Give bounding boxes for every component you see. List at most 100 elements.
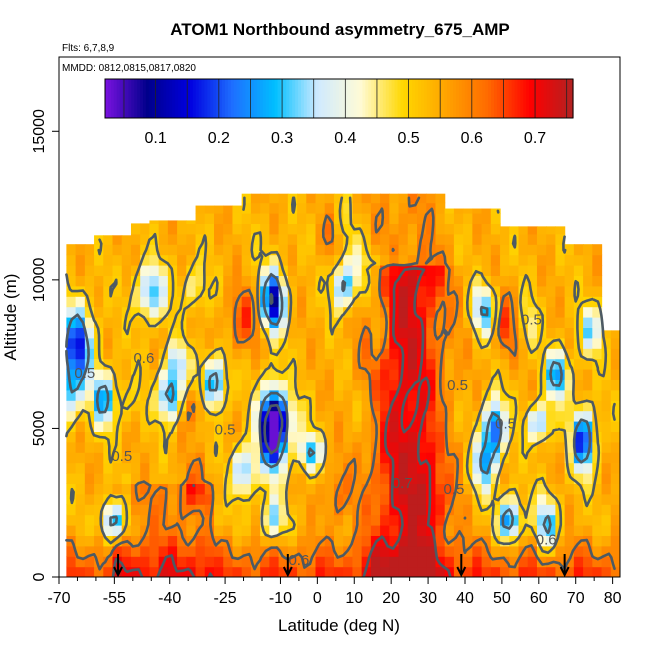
heatmap-cell	[278, 223, 289, 235]
heatmap-cell	[84, 431, 95, 443]
colorbar-swatch	[198, 79, 203, 118]
colorbar-swatch	[113, 79, 118, 118]
colorbar-swatch	[476, 79, 480, 118]
heatmap-cell	[592, 473, 603, 484]
heatmap-cell	[370, 337, 381, 349]
heatmap-cell	[573, 421, 584, 432]
heatmap-cell	[214, 348, 224, 360]
heatmap-cell	[177, 535, 187, 547]
flights-note: Flts: 6,7,8,9	[62, 43, 115, 54]
heatmap-cell	[130, 410, 141, 422]
heatmap-cell	[509, 275, 520, 287]
colorbar-swatch	[163, 79, 168, 118]
heatmap-cell	[195, 244, 206, 256]
heatmap-cell	[564, 254, 575, 266]
heatmap-cell	[260, 400, 270, 412]
heatmap-cell	[583, 337, 593, 349]
heatmap-cell	[214, 483, 224, 495]
heatmap-cell	[130, 317, 141, 328]
heatmap-cell	[195, 306, 206, 318]
heatmap-cell	[426, 379, 437, 391]
heatmap-cell	[472, 556, 483, 568]
heatmap-cell	[518, 462, 529, 474]
heatmap-cell	[343, 473, 354, 484]
heatmap-cell	[167, 493, 178, 505]
heatmap-cell	[158, 369, 169, 380]
heatmap-cell	[592, 400, 603, 412]
colorbar-swatch	[485, 79, 489, 118]
heatmap-cell	[352, 535, 363, 547]
heatmap-cell	[167, 441, 178, 453]
heatmap-cell	[352, 358, 363, 370]
heatmap-cell	[481, 525, 492, 536]
heatmap-cell	[287, 400, 298, 412]
colorbar-swatch	[134, 79, 138, 118]
contour-label: 0.7	[392, 475, 413, 492]
heatmap-cell	[103, 317, 114, 328]
heatmap-cell	[241, 337, 252, 349]
heatmap-cell	[287, 265, 298, 276]
heatmap-cell	[490, 223, 501, 235]
heatmap-cell	[324, 265, 335, 276]
heatmap-cell	[555, 452, 566, 464]
colorbar-swatch	[371, 79, 375, 118]
heatmap-cell	[315, 421, 326, 432]
colorbar-swatch	[204, 79, 208, 118]
heatmap-cell	[546, 400, 557, 412]
heatmap-cell	[463, 493, 473, 505]
heatmap-cell	[453, 208, 464, 214]
heatmap-cell	[564, 483, 575, 495]
heatmap-cell	[592, 265, 603, 276]
heatmap-cell	[103, 337, 114, 349]
contour-level	[65, 196, 616, 555]
heatmap-cell	[481, 483, 492, 495]
heatmap-cell	[536, 421, 547, 432]
heatmap-cell	[269, 379, 280, 391]
heatmap-cell	[500, 369, 510, 380]
heatmap-cell	[140, 525, 151, 536]
heatmap-cell	[297, 193, 307, 204]
colorbar-swatch	[482, 79, 486, 118]
heatmap-cell	[278, 525, 289, 536]
heatmap-cell	[75, 327, 86, 339]
colorbar-swatch	[251, 79, 255, 118]
heatmap-cell	[177, 462, 187, 474]
heatmap-cell	[260, 233, 270, 245]
heatmap-cell	[297, 317, 307, 328]
heatmap-cell	[463, 566, 473, 577]
heatmap-cell	[103, 235, 114, 245]
heatmap-cell	[518, 306, 529, 318]
heatmap-cell	[103, 473, 114, 484]
heatmap-cell	[223, 421, 234, 432]
heatmap-cell	[417, 213, 427, 224]
heatmap-cell	[149, 483, 160, 495]
heatmap-cell	[500, 545, 510, 557]
heatmap-cell	[398, 233, 409, 245]
colorbar-swatch	[532, 79, 536, 118]
heatmap-cell	[546, 431, 557, 443]
heatmap-cell	[546, 317, 557, 328]
heatmap-cell	[417, 410, 427, 422]
heatmap-cell	[232, 566, 243, 577]
colorbar-swatch	[128, 79, 132, 118]
heatmap-cell	[389, 493, 400, 505]
heatmap-cell	[204, 327, 215, 339]
heatmap-cell	[324, 431, 335, 443]
contour-level	[65, 273, 592, 535]
heatmap-cell	[573, 244, 584, 256]
y-tick-label: 10000	[31, 258, 48, 303]
heatmap-cell	[130, 223, 141, 235]
heatmap-cell	[250, 337, 261, 349]
heatmap-cell	[500, 358, 510, 370]
heatmap-cell	[214, 504, 224, 516]
heatmap-cell	[370, 556, 381, 568]
colorbar-swatch	[160, 79, 165, 118]
heatmap-cell	[389, 431, 400, 443]
heatmap-cell	[94, 421, 104, 432]
heatmap-cell	[361, 296, 372, 308]
heatmap-cell	[324, 514, 335, 526]
heatmap-cell	[343, 254, 354, 266]
x-tick-label: -40	[158, 590, 181, 607]
colorbar-swatch	[186, 79, 191, 118]
heatmap-cell	[297, 535, 307, 547]
